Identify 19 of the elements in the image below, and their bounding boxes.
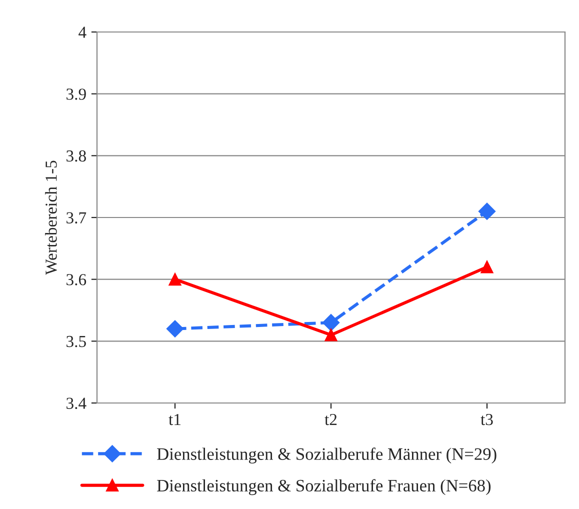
point [322,314,340,332]
x-tick-label: t3 [480,414,493,426]
point [478,202,496,220]
x-tick-label: t2 [324,414,337,426]
x-tick-label: t1 [168,414,180,426]
y-tick-label: 3.4 [66,398,86,410]
y-tick-label: 4 [78,26,86,38]
point [324,328,338,342]
legend-label: Dienstleistungen & Sozialberufe Männer (N=29) [157,448,496,464]
y-tick-label: 3.5 [66,336,86,348]
point [166,320,184,338]
point [480,260,494,274]
y-tick-label: 3.7 [66,212,86,224]
y-axis-title: Wertebereich 1-5 [45,160,57,275]
legend-label: Dienstleistungen & Sozialberufe Frauen (N=68) [157,479,491,496]
y-tick-label: 3.8 [66,150,86,162]
y-tick-label: 3.9 [66,88,86,100]
point [168,273,182,286]
y-tick-label: 3.6 [66,274,86,286]
